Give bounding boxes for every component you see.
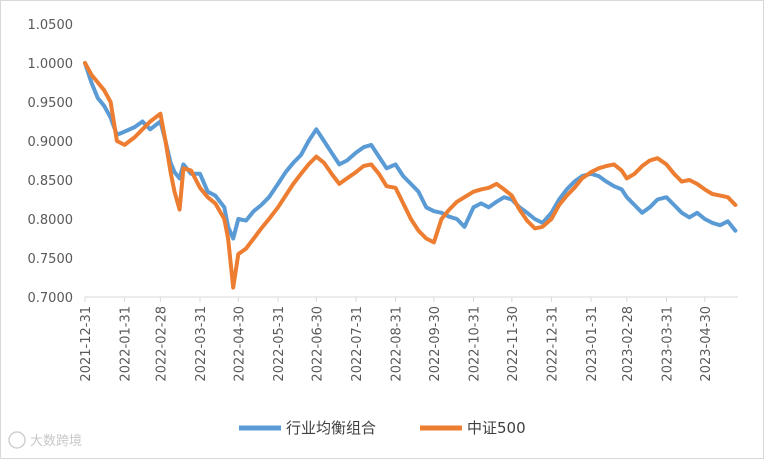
series-lines: [83, 61, 738, 290]
x-tick-label: 2022-11-30: [506, 306, 521, 382]
legend: 行业均衡组合 中证500: [239, 419, 526, 437]
y-tick-label: 0.7500: [28, 252, 74, 267]
x-tick-label: 2022-03-31: [194, 306, 209, 382]
x-tick-label: 2022-06-30: [310, 306, 325, 382]
legend-label-series-0: 行业均衡组合: [286, 419, 376, 437]
x-tick-label: 2021-12-31: [79, 306, 94, 382]
x-tick-label: 2023-02-28: [621, 306, 636, 382]
y-tick-label: 0.8500: [28, 174, 74, 189]
y-tick-label: 0.7000: [28, 291, 74, 306]
y-tick-label: 1.0500: [28, 18, 74, 33]
series-line-1: [83, 61, 738, 290]
x-tick-label: 2022-05-31: [272, 306, 287, 382]
x-tick-label: 2022-07-31: [350, 306, 365, 382]
y-tick-label: 0.8000: [28, 213, 74, 228]
x-tick-label: 2022-01-31: [119, 306, 134, 382]
x-tick-label: 2022-10-31: [467, 306, 482, 382]
x-tick-label: 2022-04-30: [232, 306, 247, 382]
watermark: 大数跨境: [8, 431, 82, 449]
x-axis-tick-labels: 2021-12-31 2022-01-31 2022-02-28 2022-03-31…: [79, 306, 714, 382]
series-line-0: [83, 61, 738, 241]
x-tick-label: 2023-03-31: [660, 306, 675, 382]
watermark-text: 大数跨境: [30, 434, 82, 449]
y-tick-label: 1.0000: [28, 57, 74, 72]
legend-label-series-1: 中证500: [467, 419, 526, 437]
y-tick-label: 0.9500: [28, 96, 74, 111]
y-axis-tick-labels: 0.7000 0.7500 0.8000 0.8500 0.9000 0.9500 1.00…: [28, 18, 74, 306]
x-tick-label: 2023-04-30: [699, 306, 714, 382]
x-tick-label: 2022-12-31: [545, 306, 560, 382]
watermark-logo-icon: [8, 431, 26, 449]
x-tick-label: 2022-02-28: [154, 306, 169, 382]
x-tick-label: 2023-01-31: [585, 306, 600, 382]
x-axis-tick-marks: [84, 297, 706, 302]
x-tick-label: 2022-09-30: [428, 306, 443, 382]
x-tick-label: 2022-08-31: [390, 306, 405, 382]
y-tick-label: 0.9000: [28, 135, 74, 150]
